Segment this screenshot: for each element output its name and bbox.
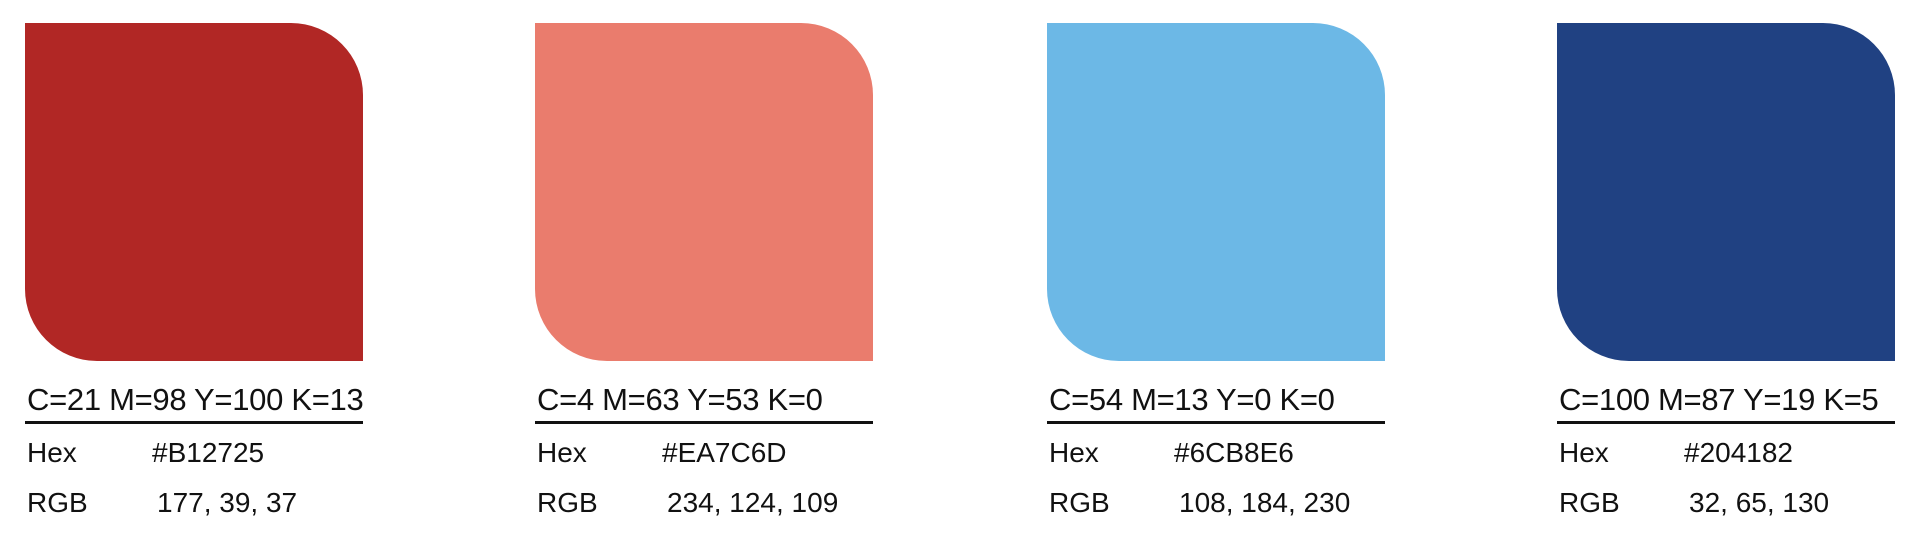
cmyk-values: C=21 M=98 Y=100 K=13 [27, 382, 364, 417]
rgb-label: RGB [537, 487, 598, 518]
swatch-card-4: C=100 M=87 Y=19 K=5 Hex #204182 RGB 32, … [1557, 0, 1897, 544]
rgb-label: RGB [1049, 487, 1110, 518]
hex-value: #204182 [1684, 437, 1794, 468]
color-swatch [25, 23, 363, 361]
cmyk-values: C=4 M=63 Y=53 K=0 [537, 382, 823, 417]
hex-label: Hex [1559, 437, 1609, 468]
hex-label: Hex [27, 437, 77, 468]
hex-value: #B12725 [152, 437, 265, 468]
rgb-value: 177, 39, 37 [157, 487, 298, 518]
swatch-card-2: C=4 M=63 Y=53 K=0 Hex #EA7C6D RGB 234, 1… [535, 0, 875, 544]
divider [1047, 421, 1385, 424]
hex-label: Hex [537, 437, 587, 468]
rgb-label: RGB [27, 487, 88, 518]
color-swatch [1557, 23, 1895, 361]
hex-value: #EA7C6D [662, 437, 787, 468]
cmyk-values: C=100 M=87 Y=19 K=5 [1559, 382, 1879, 417]
rgb-value: 234, 124, 109 [667, 487, 839, 518]
swatch-card-1: C=21 M=98 Y=100 K=13 Hex #B12725 RGB 177… [25, 0, 365, 544]
divider [535, 421, 873, 424]
hex-value: #6CB8E6 [1174, 437, 1294, 468]
rgb-label: RGB [1559, 487, 1620, 518]
rgb-value: 32, 65, 130 [1689, 487, 1830, 518]
color-swatch [1047, 23, 1385, 361]
swatch-card-3: C=54 M=13 Y=0 K=0 Hex #6CB8E6 RGB 108, 1… [1047, 0, 1387, 544]
divider [25, 421, 363, 424]
rgb-value: 108, 184, 230 [1179, 487, 1351, 518]
divider [1557, 421, 1895, 424]
hex-label: Hex [1049, 437, 1099, 468]
cmyk-values: C=54 M=13 Y=0 K=0 [1049, 382, 1335, 417]
color-swatch [535, 23, 873, 361]
